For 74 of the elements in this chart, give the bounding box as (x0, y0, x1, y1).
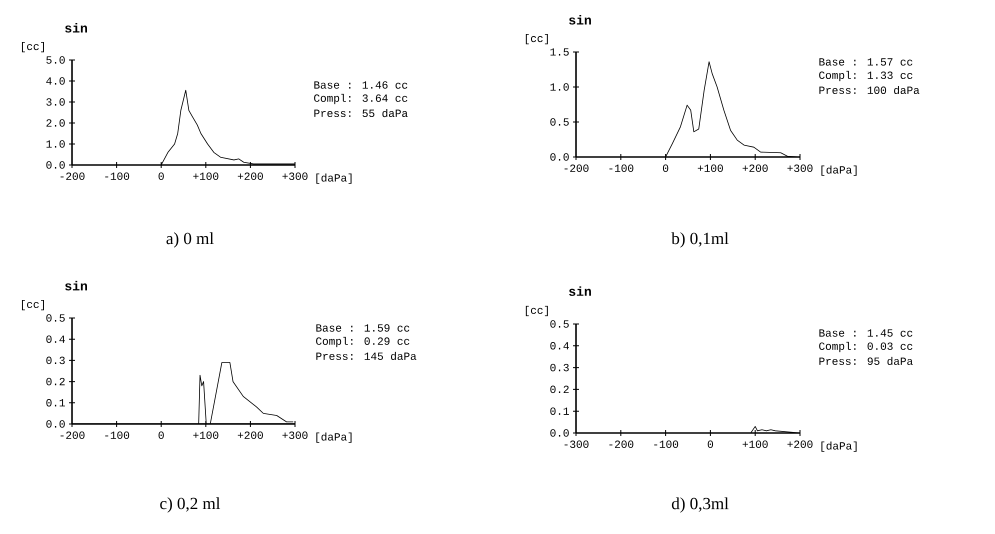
text: a) 0 ml (166, 232, 214, 248)
y-tick-label: 0.5 (46, 314, 65, 322)
y-tick-label: 0.3 (550, 364, 569, 372)
text: c) 0,2 ml (160, 497, 220, 513)
y-tick-label: 2.0 (46, 119, 65, 127)
text: Base : 1.59 cc (316, 324, 410, 332)
x-tick-label: -200 (564, 164, 589, 172)
text: d) 0,3ml (672, 497, 729, 513)
y-tick-label: 0.4 (550, 342, 569, 350)
x-tick-label: +200 (238, 432, 263, 439)
x-tick-label: +100 (193, 172, 218, 180)
text: Press: 145 daPa (316, 352, 416, 360)
x-axis-title: [daPa] (316, 432, 352, 443)
x-tick-label: -100 (609, 164, 634, 172)
y-axis-title: [cc] (22, 300, 44, 310)
chart-title: sin (569, 15, 591, 25)
text: Compl: 3.64 cc (314, 94, 408, 104)
x-axis-title: [daPa] (316, 174, 352, 184)
text: Compl: 0.29 cc (316, 336, 410, 348)
y-tick-label: 0.5 (550, 118, 569, 126)
y-tick-label: 0.0 (550, 153, 569, 161)
x-tick-label: -200 (60, 172, 85, 180)
y-tick-label: 4.0 (46, 77, 65, 85)
y-tick-label: 0.0 (550, 429, 569, 437)
y-tick-label: 5.0 (46, 56, 65, 64)
text: Base : 1.57 cc (819, 58, 912, 66)
x-tick-label: -100 (654, 440, 678, 448)
text: Base : 1.46 cc (314, 81, 408, 89)
x-tick-label: +100 (193, 432, 218, 439)
text: Base : 1.45 cc (819, 329, 912, 337)
y-tick-label: 0.1 (550, 407, 569, 415)
x-axis-title: [daPa] (821, 166, 857, 176)
x-tick-label: 0 (158, 432, 164, 439)
x-tick-label: +100 (742, 440, 768, 448)
x-tick-label: +300 (282, 172, 308, 180)
y-axis-title: [cc] (22, 42, 44, 52)
y-tick-label: 0.0 (46, 161, 65, 169)
text: Compl: 0.03 cc (819, 342, 912, 352)
y-tick-label: 0.5 (550, 320, 569, 328)
text: b) 0,1ml (671, 232, 729, 248)
text: Press: 100 daPa (819, 86, 920, 94)
y-tick-label: 1.5 (550, 48, 569, 56)
x-tick-label: +200 (238, 172, 263, 180)
y-tick-label: 0.1 (46, 399, 65, 407)
x-tick-label: -200 (609, 440, 634, 448)
y-tick-label: 0.2 (550, 386, 569, 394)
x-tick-label: 0 (662, 164, 668, 172)
chart-title: sin (569, 286, 591, 296)
text: Press: 55 daPa (314, 108, 408, 118)
x-tick-label: -200 (60, 432, 85, 439)
x-tick-label: 0 (158, 172, 164, 180)
x-tick-label: +100 (698, 164, 723, 172)
y-axis-title: [cc] (526, 34, 548, 44)
x-tick-label: +200 (787, 440, 813, 448)
chart-title: sin (65, 23, 88, 33)
y-tick-label: 1.0 (550, 83, 569, 91)
x-tick-label: -100 (105, 432, 130, 439)
x-tick-label: 0 (708, 440, 714, 448)
chart-title: sin (65, 280, 88, 290)
y-tick-label: 0.0 (46, 420, 65, 428)
x-tick-label: -100 (105, 172, 130, 180)
y-tick-label: 0.2 (46, 378, 65, 386)
x-tick-label: -300 (564, 440, 589, 448)
x-tick-label: +300 (282, 432, 308, 439)
y-tick-label: 0.3 (46, 356, 65, 364)
x-tick-label: +200 (742, 164, 768, 172)
y-axis-title: [cc] (526, 306, 548, 316)
y-tick-label: 3.0 (46, 98, 65, 106)
x-axis-title: [daPa] (821, 442, 857, 452)
y-tick-label: 1.0 (46, 140, 65, 148)
y-tick-label: 0.4 (46, 335, 65, 343)
text: Compl: 1.33 cc (819, 70, 912, 82)
x-tick-label: +300 (787, 164, 813, 172)
text: Press: 95 daPa (819, 356, 913, 365)
